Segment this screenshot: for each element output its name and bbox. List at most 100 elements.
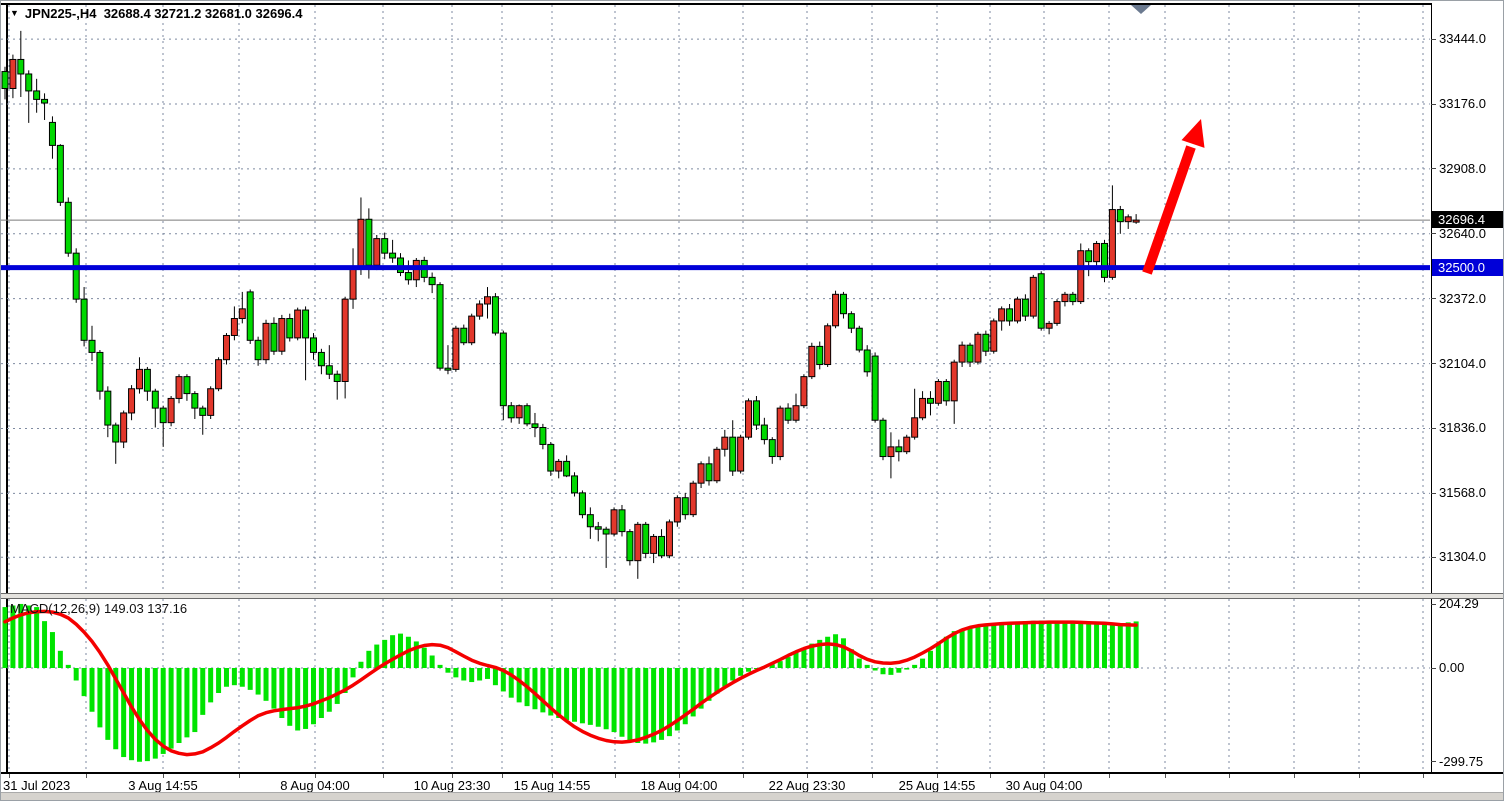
time-axis-tick <box>163 774 164 778</box>
bull-candle-body <box>1093 242 1101 263</box>
bull-candle-body <box>998 308 1006 322</box>
macd-bar <box>698 668 704 709</box>
macd-bar <box>840 638 846 668</box>
macd-bar <box>97 668 103 728</box>
macd-bar <box>579 668 585 724</box>
symbol-dropdown-icon[interactable]: ▼ <box>10 8 19 18</box>
bull-candle-body <box>673 497 681 523</box>
bear-candle-body <box>1006 308 1014 322</box>
price-axis-tick <box>1431 492 1436 494</box>
macd-indicator-plot[interactable] <box>1 599 1431 772</box>
macd-bar <box>595 668 601 727</box>
macd-bar <box>643 668 649 744</box>
chart-shift-marker-icon[interactable] <box>1131 5 1151 14</box>
macd-bar <box>714 668 720 694</box>
bull-candle-body <box>958 344 966 363</box>
macd-bar <box>777 661 783 668</box>
bull-candle-body <box>745 400 753 438</box>
bear-candle-body <box>926 397 934 404</box>
support-price-badge: 32500.0 <box>1432 258 1503 276</box>
ohlc-readout: 32688.4 32721.2 32681.0 32696.4 <box>103 6 303 21</box>
panel-separator[interactable] <box>1 593 1503 599</box>
macd-bar <box>564 668 570 721</box>
bear-candle-body <box>151 390 159 409</box>
macd-bar <box>366 650 372 668</box>
bear-candle-body <box>56 144 64 203</box>
macd-bar <box>896 668 902 673</box>
macd-bar <box>904 668 910 670</box>
up-arrow-annotation[interactable] <box>1142 119 1205 275</box>
macd-bar <box>959 628 965 668</box>
bull-candle-body <box>776 407 784 458</box>
price-axis-tick <box>1431 233 1436 235</box>
bull-candle-body <box>665 521 673 557</box>
bear-candle-body <box>816 345 824 366</box>
macd-bar <box>793 652 799 668</box>
macd-bar <box>216 668 222 693</box>
bull-candle-body <box>1045 322 1053 329</box>
bear-candle-body <box>33 90 41 100</box>
bull-candle-body <box>1029 276 1037 317</box>
bull-candle-body <box>1013 298 1021 322</box>
macd-bar <box>856 658 862 668</box>
chart-left-border <box>6 3 8 772</box>
bull-candle-body <box>294 309 302 339</box>
macd-bar <box>437 664 443 668</box>
macd-bar <box>635 668 641 743</box>
time-axis-tick <box>239 774 240 778</box>
macd-bar <box>1125 622 1131 668</box>
macd-bar <box>540 668 546 713</box>
macd-bar <box>690 668 696 717</box>
time-axis-tick <box>552 774 553 778</box>
price-axis-tick <box>1431 363 1436 365</box>
bull-candle-body <box>349 265 357 300</box>
macd-bar <box>825 636 831 668</box>
macd-bar <box>382 639 388 668</box>
bear-candle-body <box>246 291 254 341</box>
macd-bar <box>864 664 870 668</box>
macd-bar <box>1007 622 1013 668</box>
bear-candle-body <box>317 351 325 367</box>
main-chart-plot[interactable] <box>1 1 1431 593</box>
macd-bar <box>89 668 95 712</box>
macd-bar <box>263 668 269 701</box>
price-axis-label: 32372.0 <box>1439 290 1486 306</box>
macd-bar <box>184 668 190 738</box>
bear-candle-body <box>381 238 389 254</box>
bull-candle-body <box>903 436 911 453</box>
time-axis-tick <box>679 774 680 778</box>
bull-candle-body <box>650 535 658 554</box>
bear-candle-body <box>507 405 515 419</box>
macd-bar <box>303 668 309 729</box>
bear-candle-body <box>752 400 760 426</box>
time-axis-tick <box>452 774 453 778</box>
macd-bar <box>548 668 554 716</box>
price-axis-divider[interactable] <box>1431 3 1432 772</box>
bear-candle-body <box>191 393 199 409</box>
macd-bar <box>753 668 759 669</box>
bull-candle-body <box>515 405 523 419</box>
macd-bar <box>785 657 791 668</box>
bear-candle-body <box>64 201 72 254</box>
macd-bar <box>872 668 878 671</box>
bull-candle-body <box>341 298 349 382</box>
bull-candle-body <box>222 334 230 361</box>
macd-bar <box>611 668 617 733</box>
macd-histogram <box>2 603 1139 762</box>
macd-bar <box>105 668 111 740</box>
macd-bar <box>231 668 237 686</box>
macd-bar <box>247 668 253 690</box>
time-axis-label: 8 Aug 04:00 <box>280 778 350 793</box>
bull-candle-body <box>238 308 246 320</box>
macd-bar <box>500 668 506 692</box>
price-axis-label: 32908.0 <box>1439 160 1486 176</box>
bear-candle-body <box>626 531 634 562</box>
macd-axis-tick <box>1431 667 1436 669</box>
bull-candle-body <box>990 320 998 352</box>
bull-candle-body <box>373 238 381 266</box>
price-axis-label: 32104.0 <box>1439 355 1486 371</box>
bull-candle-body <box>697 463 705 484</box>
macd-bar <box>556 668 562 718</box>
bottom-scroll-strip[interactable] <box>1 792 1503 800</box>
macd-bar <box>627 668 633 742</box>
